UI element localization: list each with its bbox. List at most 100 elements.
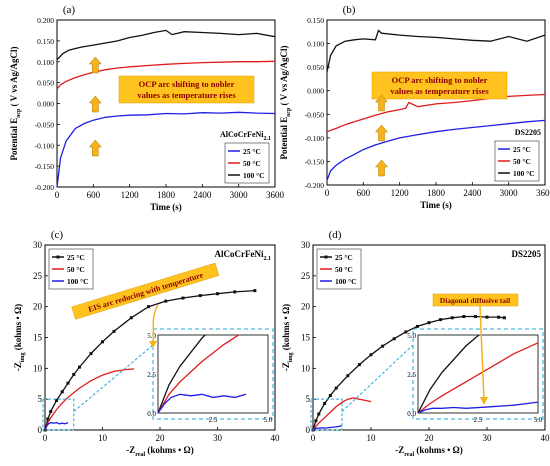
legend-label: 25 °C (335, 253, 353, 262)
y-tick-label: 10 (33, 363, 43, 373)
y-tick-label: 20 (301, 302, 311, 312)
y-axis-label: Potential Eocp ( V vs Ag/AgCl) (9, 47, 22, 161)
y-tick-label: 25 (301, 271, 311, 281)
data-point (72, 373, 76, 376)
data-point (60, 390, 64, 394)
legend: 25 °C 50 °C 100 °C (494, 140, 540, 182)
annotation-box (371, 71, 508, 100)
x-tick-label: 40 (541, 433, 550, 443)
annotation-text: EIS arc reducing with temperature (87, 270, 204, 314)
series-line-0 (158, 335, 207, 413)
panel-label: (b) (343, 4, 356, 16)
y-tick-label: 0.050 (37, 79, 54, 88)
y-tick-label: 10 (301, 363, 311, 373)
annotation-rotated: EIS arc reducing with temperature (71, 262, 220, 320)
legend-label: 100 °C (513, 169, 535, 178)
inset-highlight (152, 328, 274, 420)
y-tick-label: 0.150 (307, 16, 324, 25)
x-tick-label: 3000 (230, 190, 249, 200)
zoom-connector (341, 344, 414, 412)
legend-label: 25 °C (513, 145, 531, 154)
chart-panel-d: 0 10 20 30 40 0 5 10 15 20 25 30 (d) -Zreal (kohms • … (281, 229, 550, 458)
annotation-text: OCP arc shifting to nobler (392, 75, 488, 85)
y-tick-label: -0.200 (305, 181, 325, 190)
legend: 25 °C 50 °C 100 °C (48, 248, 94, 290)
data-point (78, 365, 81, 369)
y-tick-label: 5 (38, 394, 43, 404)
data-point (164, 299, 168, 303)
series-line-1 (418, 342, 538, 413)
y-tick-label: 0 (306, 425, 311, 435)
up-arrow-icon (374, 94, 389, 112)
inset-x-tick-label: 2.5 (474, 416, 483, 424)
series-line-0 (56, 111, 276, 188)
zoom-region (42, 398, 75, 431)
data-point (462, 315, 466, 319)
data-point (112, 329, 116, 333)
series-line-0 (418, 335, 480, 413)
series-line-0 (326, 119, 546, 181)
legend-label: 100 °C (67, 277, 89, 286)
y-tick-label: -0.050 (35, 120, 55, 129)
data-point (357, 363, 361, 367)
legend: 25 °C 50 °C 100 °C (224, 142, 270, 184)
data-point (129, 316, 133, 320)
annotation-text: values as temperature rises (137, 90, 236, 100)
data-point (415, 324, 419, 328)
y-tick-label: 30 (33, 240, 43, 250)
legend-label: 25 °C (243, 147, 261, 156)
data-point (485, 315, 489, 319)
y-tick-label: 0.050 (307, 63, 324, 72)
series-line-1 (312, 397, 372, 431)
y-tick-label: -0.100 (305, 134, 325, 143)
data-point (450, 316, 454, 320)
annotation-box (432, 293, 519, 307)
legend-label: 100 °C (335, 277, 357, 286)
y-tick-label: 20 (33, 302, 43, 312)
x-tick-label: 0 (55, 190, 60, 200)
annotation-group: Diagonal diffusive tail (432, 293, 519, 405)
x-tick-label: 2400 (193, 190, 212, 200)
series-line-1 (56, 60, 276, 90)
data-point (439, 318, 443, 322)
chart-panel-a: 0 600 1200 1800 2400 3000 3600 -0.200 -0.150 -0.1… (9, 4, 285, 212)
legend: 25 °C 50 °C 100 °C (316, 248, 362, 290)
data-point (381, 344, 385, 348)
legend-label: 50 °C (335, 265, 353, 274)
data-point (334, 386, 338, 390)
x-tick-label: 20 (425, 433, 435, 443)
data-point (392, 337, 396, 341)
chart-panel-b: 0 600 1200 1800 2400 3000 3600 -0.200 -0.150 -0.1… (279, 4, 550, 210)
up-arrow-icon (374, 159, 389, 177)
inset-x-tick-label: 5.0 (264, 416, 273, 424)
x-tick-label: 30 (483, 433, 493, 443)
data-point (346, 374, 350, 378)
y-tick-label: -0.200 (35, 183, 55, 192)
x-axis-label: -Zreal (kohms • Ω) (395, 445, 463, 458)
arrowhead-icon (149, 341, 157, 348)
x-tick-label: 20 (156, 433, 166, 443)
y-tick-label: 0.000 (307, 87, 324, 96)
x-tick-label: 0 (311, 433, 316, 443)
y-tick-label: -0.050 (305, 110, 325, 119)
y-tick-label: -0.150 (35, 162, 55, 171)
x-tick-label: 40 (271, 433, 281, 443)
x-axis-label: Time (s) (150, 202, 182, 212)
annotation-arrow (479, 305, 485, 401)
sample-label: AlCoCrFeNi2.1 (220, 130, 271, 142)
x-tick-label: 600 (87, 190, 101, 200)
series-line-2 (326, 29, 546, 73)
y-tick-label: 0.100 (307, 40, 324, 49)
y-tick-label: 0.000 (37, 100, 54, 109)
series-line-1 (158, 335, 240, 413)
data-point (497, 315, 501, 319)
data-point (369, 353, 373, 357)
annotation-box (71, 262, 220, 320)
zoom-connector (73, 344, 154, 412)
inset-y-tick-label: 5.0 (407, 332, 416, 340)
data-point (89, 352, 93, 356)
inset-x-tick-label: 2.5 (209, 416, 218, 424)
up-arrow-icon (374, 124, 389, 142)
y-tick-label: 5 (306, 394, 311, 404)
